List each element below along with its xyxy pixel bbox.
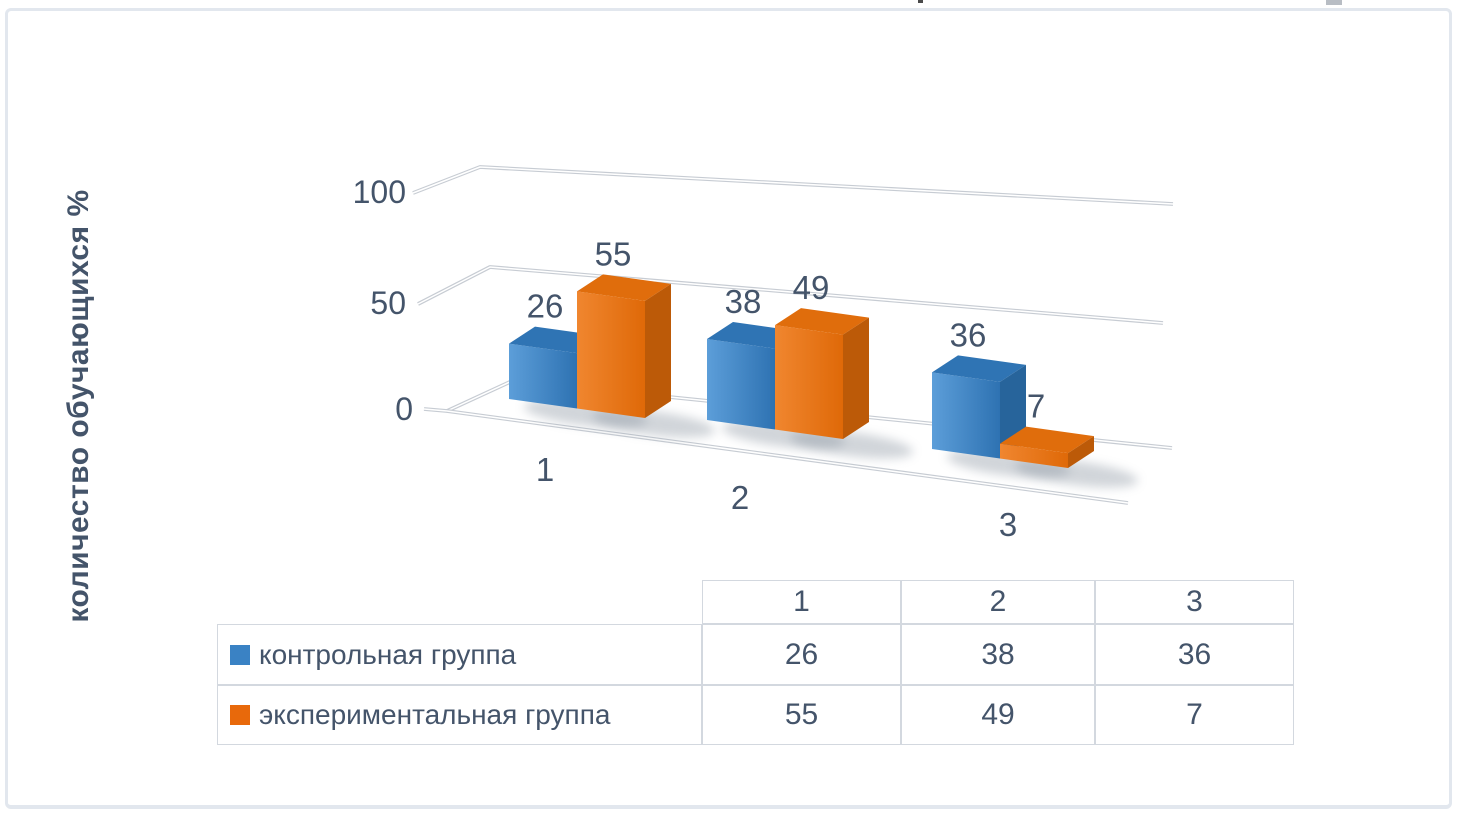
bar-shadow	[591, 409, 716, 438]
table-value-cell: 26	[702, 624, 901, 685]
y-tick-label: 0	[395, 391, 413, 427]
bar-top-face	[1000, 426, 1094, 454]
bar-side-face	[1068, 436, 1094, 469]
legend-cell: экспериментальная группа	[217, 685, 702, 745]
bar-front-face	[509, 343, 577, 409]
table-value-cell: 49	[901, 685, 1095, 745]
bar-front-face	[775, 325, 843, 440]
table-value-cell: 7	[1095, 685, 1294, 745]
bar-shadow	[789, 430, 914, 459]
gridline	[417, 266, 1164, 324]
bar-front-face	[707, 339, 775, 430]
bar-series2-cat1	[577, 274, 671, 419]
cropped-text-artifact	[1326, 0, 1342, 5]
legend-label: контрольная группа	[259, 638, 517, 670]
data-label: 49	[793, 269, 830, 306]
data-label: 38	[725, 283, 762, 320]
x-category-label: 2	[731, 479, 749, 516]
gridline	[412, 166, 1174, 205]
bar-top-face	[775, 308, 869, 335]
y-tick-label: 100	[353, 174, 406, 210]
data-table: 1 2 3 контрольная группа 26 38 36 экспериментал…	[217, 580, 1294, 745]
bar-front-face	[577, 291, 645, 419]
legend-cell: контрольная группа	[217, 624, 702, 685]
cropped-text-artifact	[918, 0, 923, 3]
bar-top-face	[932, 355, 1026, 382]
bar-series2-cat3	[1000, 426, 1094, 469]
table-value-cell: 36	[1095, 624, 1294, 685]
data-label: 36	[950, 316, 987, 353]
x-category-label: 3	[999, 506, 1017, 543]
table-corner-cell	[217, 580, 702, 624]
bar-front-face	[932, 372, 1000, 459]
data-label: 26	[527, 288, 564, 325]
table-value-cell: 55	[702, 685, 901, 745]
y-tick-label: 50	[370, 285, 406, 321]
bar-side-face	[645, 283, 671, 419]
bar-series2-cat2	[775, 308, 869, 440]
chart-floor-front-edge	[446, 410, 1129, 504]
table-header-cell: 2	[901, 580, 1095, 624]
table-header-cell: 3	[1095, 580, 1294, 624]
chart-border	[5, 8, 1452, 809]
legend-swatch	[230, 644, 250, 665]
x-category-label: 1	[536, 451, 554, 488]
legend-label: экспериментальная группа	[259, 699, 611, 730]
bar-top-face	[577, 274, 671, 301]
data-label: 55	[595, 235, 632, 272]
legend-swatch	[230, 705, 250, 725]
bar-shadow	[1014, 459, 1139, 488]
bar-side-face	[843, 317, 869, 440]
data-label: 7	[1027, 388, 1045, 425]
y-axis-title: количество обучающихся %	[62, 189, 95, 623]
bar-front-face	[1000, 443, 1068, 469]
table-header-cell: 1	[702, 580, 901, 624]
table-value-cell: 38	[901, 624, 1095, 685]
